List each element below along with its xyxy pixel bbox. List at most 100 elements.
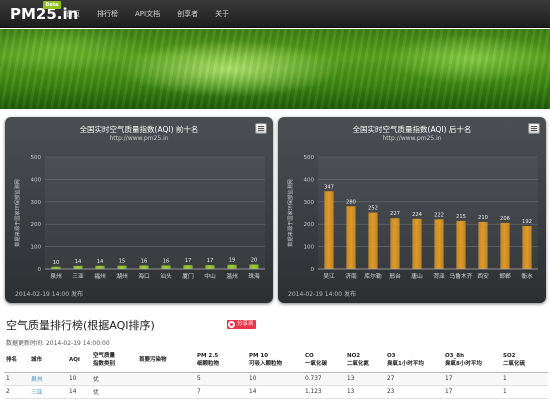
table-cell: 23 <box>385 385 443 399</box>
bar[interactable] <box>346 206 356 269</box>
bar[interactable] <box>412 218 422 269</box>
column-header-subtitle: 指数类别 <box>93 361 116 368</box>
column-header[interactable]: SO2 二氧化硫 <box>501 349 548 373</box>
logo-text: PM25.in <box>10 5 79 23</box>
city-link-cell[interactable]: 泉州 <box>29 372 67 386</box>
city-link-cell[interactable]: 三亚 <box>29 385 67 399</box>
weibo-share-button[interactable]: 分享到 <box>227 320 256 329</box>
chart-title: 全国实时空气质量指数(AQI) 后十名 <box>352 125 472 134</box>
table-cell: 1.123 <box>303 385 345 399</box>
data-label: 252 <box>368 206 378 212</box>
table-cell: 13 <box>345 372 385 386</box>
bar[interactable] <box>522 225 532 269</box>
bar[interactable] <box>139 265 149 269</box>
column-header[interactable]: 首要污染物 <box>137 349 195 373</box>
column-header[interactable]: 城市 <box>29 349 67 373</box>
data-label: 227 <box>390 211 400 217</box>
plot-area <box>45 157 265 269</box>
x-tick-label: 珠海 <box>248 272 260 280</box>
chart-menu-icon[interactable] <box>528 123 540 134</box>
bar[interactable] <box>117 265 127 269</box>
x-tick-label: 温州 <box>226 272 238 280</box>
bar[interactable] <box>249 264 259 269</box>
table-cell: 10 <box>247 372 303 386</box>
x-tick-label: 菏泽 <box>433 272 445 280</box>
column-header-title: 城市 <box>31 357 43 364</box>
data-label: 224 <box>412 212 423 218</box>
y-axis-label: 数据来源于国家环保部监测网 <box>286 179 294 246</box>
y-tick-label: 400 <box>31 177 42 183</box>
table-cell: 10 <box>67 372 91 386</box>
data-label: 20 <box>251 258 258 264</box>
data-label: 10 <box>53 260 60 266</box>
chart-title: 全国实时空气质量指数(AQI) 前十名 <box>79 125 199 134</box>
column-header-subtitle: 二氧化氮 <box>347 361 370 368</box>
chart-menu-icon[interactable] <box>255 123 267 134</box>
y-tick-label: 400 <box>304 177 315 183</box>
bar[interactable] <box>390 218 400 269</box>
table-cell: 14 <box>67 385 91 399</box>
city-link[interactable]: 三亚 <box>31 390 43 396</box>
column-header-title: O3 <box>387 353 396 360</box>
nav-item-creators[interactable]: 创享者 <box>177 10 199 18</box>
table-cell: 17 <box>443 385 501 399</box>
bar[interactable] <box>324 191 334 269</box>
bar[interactable] <box>500 222 510 269</box>
x-tick-label: 中山 <box>204 272 216 280</box>
table-cell <box>137 372 195 386</box>
x-tick-label: 汕头 <box>160 272 172 280</box>
bar[interactable] <box>227 264 237 269</box>
nav-item-about[interactable]: 关于 <box>215 10 230 18</box>
hero-banner <box>0 29 550 109</box>
column-header[interactable]: AQI <box>67 349 91 373</box>
top-nav-bar: PM25.in Beta 首页 排行榜 API文档 创享者 关于 <box>0 0 550 28</box>
bar[interactable] <box>161 265 171 269</box>
bar[interactable] <box>205 265 215 269</box>
column-header[interactable]: 空气质量 指数类别 <box>91 349 137 373</box>
column-header-title: CO <box>305 353 314 360</box>
bar[interactable] <box>95 265 105 269</box>
column-header[interactable]: O3 臭氧1小时平均 <box>385 349 443 373</box>
x-tick-label: 湖州 <box>116 272 128 280</box>
column-header[interactable]: NO2 二氧化氮 <box>345 349 385 373</box>
bar[interactable] <box>51 266 61 269</box>
nav-item-home[interactable]: 首页 <box>66 10 80 18</box>
column-header[interactable]: O3_8h 臭氧8小时平均 <box>443 349 501 373</box>
beta-badge: Beta <box>43 1 61 9</box>
table-cell: 17 <box>443 372 501 386</box>
chart-subtitle: http://www.pm25.in <box>382 135 442 142</box>
city-link[interactable]: 泉州 <box>31 377 43 383</box>
column-header[interactable]: PM 2.5 细颗粒物 <box>195 349 247 373</box>
chart-panel-bottom-ten: 全国实时空气质量指数(AQI) 后十名 http://www.pm25.in 0… <box>278 117 546 303</box>
data-label: 210 <box>478 215 488 221</box>
bar[interactable] <box>183 265 193 269</box>
column-header[interactable]: CO 一氧化碳 <box>303 349 345 373</box>
column-header-title: O3_8h <box>445 353 464 360</box>
y-tick-label: 0 <box>311 267 315 273</box>
data-label: 14 <box>97 259 104 265</box>
bar[interactable] <box>73 265 83 269</box>
nav-item-api-docs[interactable]: API文档 <box>135 10 161 18</box>
x-tick-label: 邢台 <box>389 272 401 280</box>
data-label: 280 <box>346 199 356 205</box>
x-tick-label: 海口 <box>138 272 150 280</box>
bar[interactable] <box>434 219 444 269</box>
nav-item-ranking[interactable]: 排行榜 <box>97 10 118 18</box>
x-tick-label: 厦门 <box>182 272 194 280</box>
column-header-title: NO2 <box>347 353 361 360</box>
column-header[interactable]: 排名 <box>4 349 29 373</box>
column-header-subtitle: 细颗粒物 <box>197 361 220 368</box>
column-header-subtitle: 一氧化碳 <box>305 361 328 368</box>
bar[interactable] <box>478 221 488 269</box>
column-header-title: 空气质量 <box>93 353 116 360</box>
y-tick-label: 500 <box>31 155 42 161</box>
y-tick-label: 300 <box>31 200 42 206</box>
bar-chart-top-ten: 0 100 200 300 400 500 数据来源于国家环保部监测网 10 泉州 14 三亚 14 福… <box>13 155 265 280</box>
bar[interactable] <box>368 212 378 269</box>
bar[interactable] <box>456 220 466 269</box>
table-row: 2 三亚 14 优 7 14 1.123 13 23 17 1 <box>4 385 548 399</box>
table-cell: 5 <box>195 372 247 386</box>
y-axis-label: 数据来源于国家环保部监测网 <box>13 179 21 246</box>
column-header[interactable]: PM 10 可吸入颗粒物 <box>247 349 303 373</box>
y-tick-label: 300 <box>304 200 315 206</box>
